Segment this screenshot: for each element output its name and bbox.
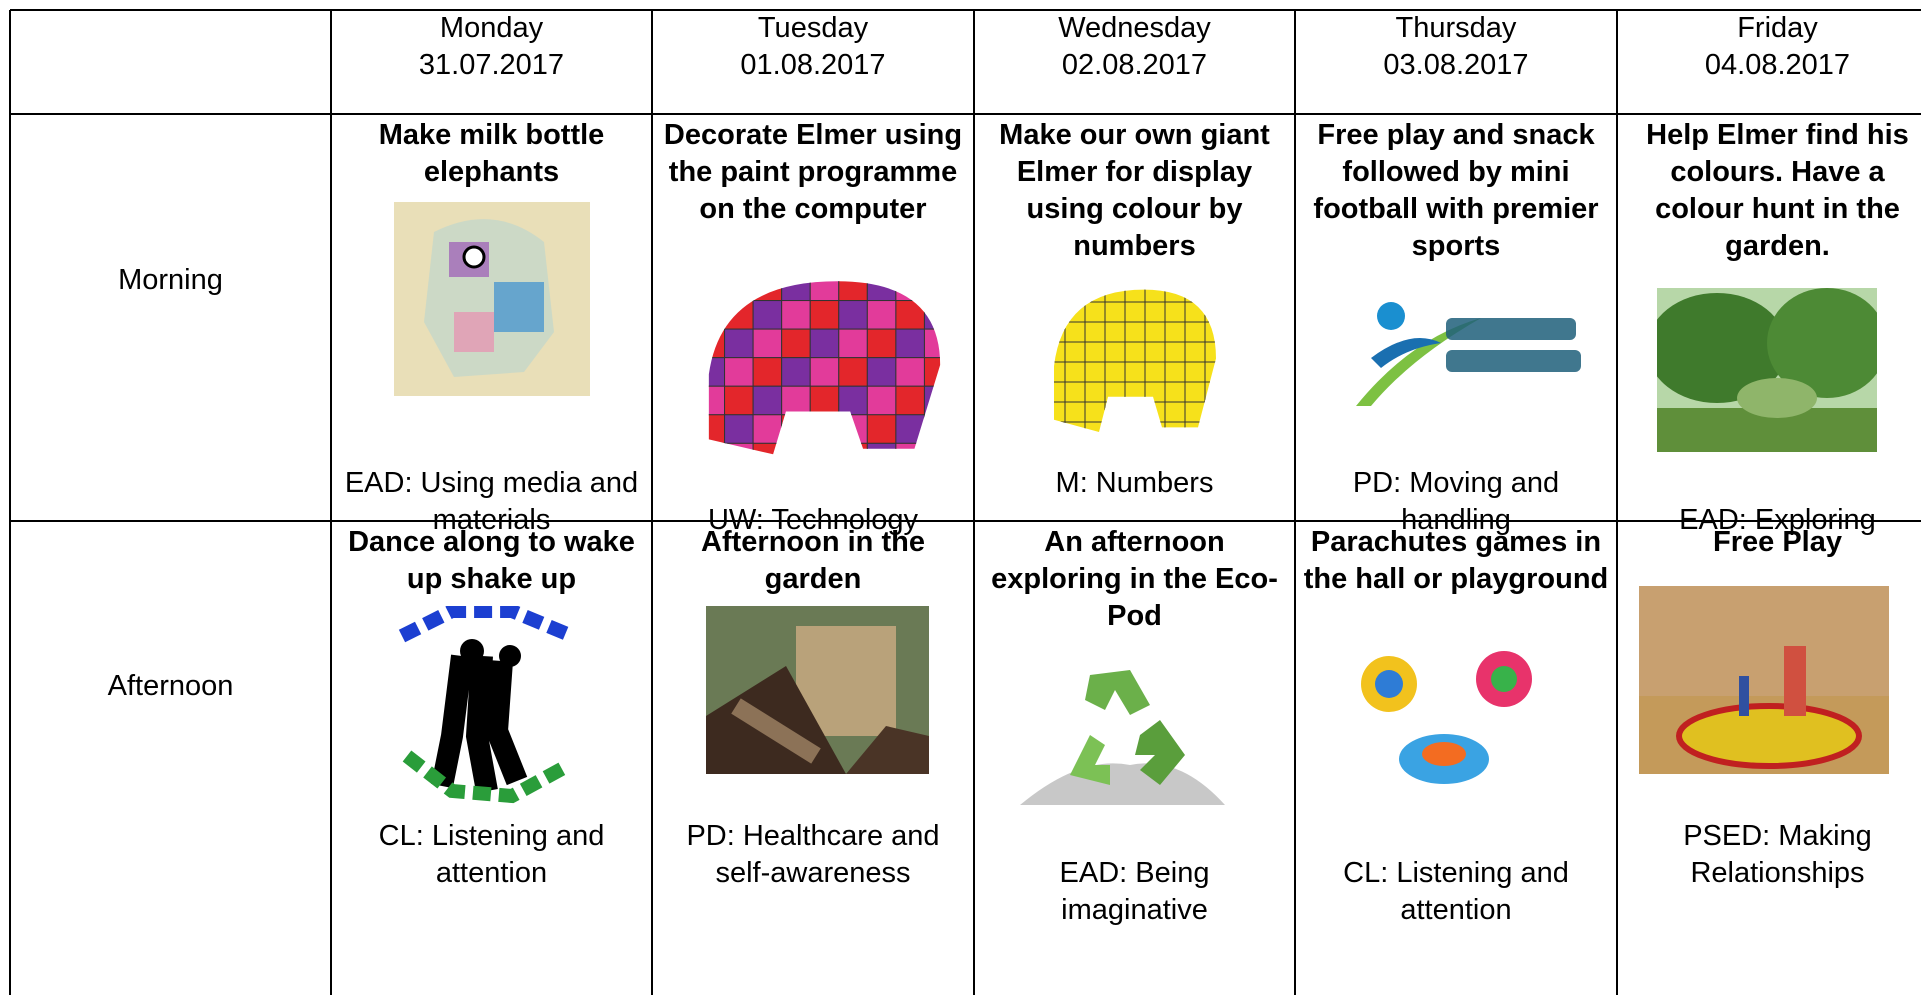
activity-title: Dance along to wake up shake up [348, 526, 635, 595]
activity-title: Decorate Elmer using the paint programme… [663, 119, 963, 225]
column-border [9, 10, 11, 995]
activity-title: Make milk bottle elephants [378, 119, 605, 188]
gym-photo [1639, 586, 1889, 774]
elmer-picture [1054, 289, 1216, 432]
learning-area: CL: Listening and attention [378, 820, 605, 889]
row-border [10, 113, 1921, 115]
learning-area: CL: Listening and attention [1343, 857, 1569, 926]
column-border [330, 10, 332, 995]
learning-area: EAD: Exploring [1679, 504, 1876, 536]
learning-area: EAD: Being imaginative [1059, 857, 1210, 926]
activity-title: Make our own giant Elmer for display usi… [999, 119, 1270, 262]
column-border [973, 10, 975, 995]
day-name: Wednesday [1058, 12, 1211, 44]
row-border [10, 520, 1921, 522]
learning-area: EAD: Using media and materials [344, 467, 639, 536]
day-date: 31.07.2017 [418, 49, 565, 81]
day-date: 02.08.2017 [1061, 49, 1208, 81]
day-date: 04.08.2017 [1704, 49, 1851, 81]
day-name: Thursday [1395, 12, 1517, 44]
day-date: 03.08.2017 [1383, 49, 1529, 81]
activity-title: Parachutes games in the hall or playgrou… [1303, 526, 1609, 595]
learning-area: PD: Moving and handling [1352, 467, 1560, 536]
column-border [1616, 10, 1618, 995]
activity-title: Afternoon in the garden [701, 526, 925, 595]
wake-up-shake-up-logo [398, 606, 575, 804]
garden-path-photo [706, 606, 929, 774]
learning-area: PSED: Making Relationships [1683, 820, 1872, 889]
recycle-icon [1020, 670, 1225, 805]
day-name: Tuesday [757, 12, 869, 44]
elmer-paint-picture [708, 281, 941, 455]
learning-area: M: Numbers [1055, 467, 1214, 499]
learning-area: UW: Technology [707, 504, 919, 536]
activity-title: Free play and snack followed by mini foo… [1313, 119, 1599, 262]
garden-photo [1657, 288, 1877, 452]
learning-area: PD: Healthcare and self-awareness [686, 820, 940, 889]
day-date: 01.08.2017 [740, 49, 886, 81]
column-border [1294, 10, 1296, 995]
activity-title: Help Elmer find his colours. Have a colo… [1646, 119, 1909, 262]
activity-title: An afternoon exploring in the Eco-Pod [991, 526, 1278, 632]
parachute-games-picture [1361, 651, 1532, 784]
milk-bottle-elephant-photo [394, 202, 590, 396]
column-border [651, 10, 653, 995]
day-name: Friday [1737, 12, 1818, 44]
row-border [10, 9, 1921, 11]
activity-title: Free Play [1713, 526, 1842, 558]
day-name: Monday [439, 12, 544, 44]
row-label: Afternoon [107, 670, 234, 702]
premier-sport-logo [1356, 302, 1581, 406]
row-label: Morning [118, 264, 223, 296]
